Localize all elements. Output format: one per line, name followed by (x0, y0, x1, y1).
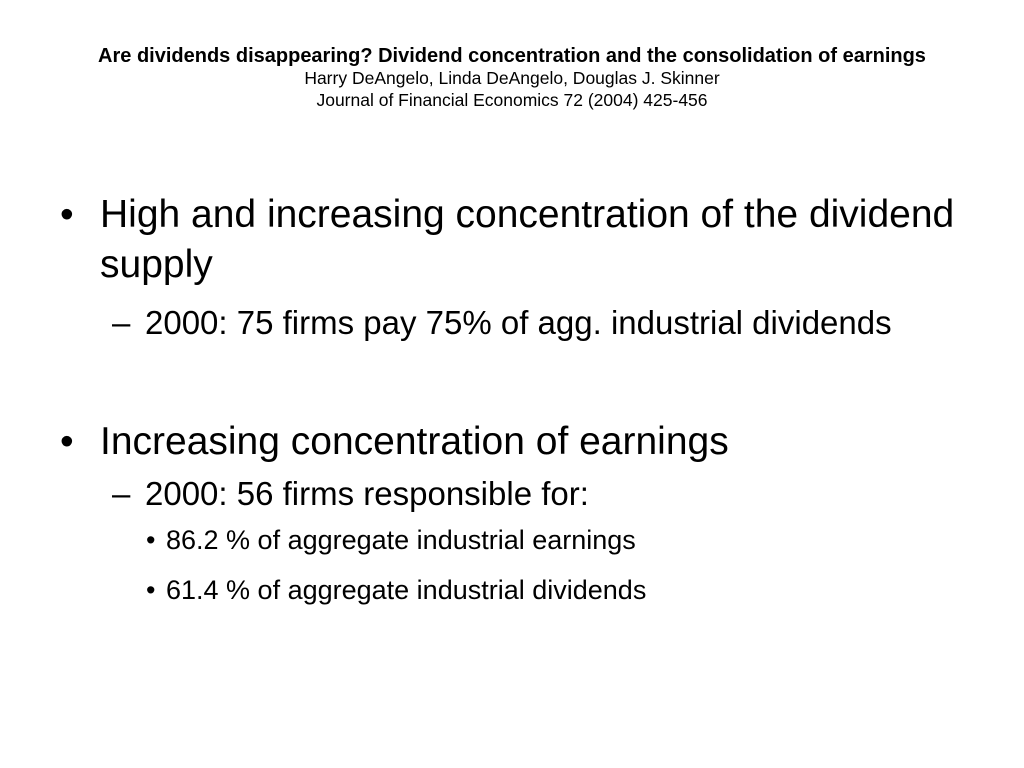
slide-body: • High and increasing concentration of t… (60, 190, 960, 608)
sub-sub-point-2-1-2: • 61.4 % of aggregate industrial dividen… (60, 572, 960, 608)
slide-title: Are dividends disappearing? Dividend con… (98, 45, 926, 67)
dash-icon: – (112, 475, 131, 512)
bullet-point-1: • High and increasing concentration of t… (60, 190, 960, 290)
slide-journal-citation: Journal of Financial Economics 72 (2004)… (316, 89, 708, 110)
sub-point-1-1: – 2000: 75 firms pay 75% of agg. industr… (60, 300, 960, 345)
sub-point-2-1: – 2000: 56 firms responsible for: (60, 471, 960, 516)
bullet-point-2: • Increasing concentration of earnings (60, 417, 960, 467)
sub-sub-point-2-1-1: • 86.2 % of aggregate industrial earning… (60, 522, 960, 558)
bullet-icon: • (146, 575, 156, 605)
sub-point-2-1-text: 2000: 56 firms responsible for: (145, 475, 589, 512)
sub-point-1-1-text: 2000: 75 firms pay 75% of agg. industria… (145, 304, 892, 341)
bullet-icon: • (60, 193, 74, 236)
bullet-group-2: • Increasing concentration of earnings –… (60, 417, 960, 608)
bullet-point-2-text: Increasing concentration of earnings (100, 420, 729, 463)
bullet-point-1-text: High and increasing concentration of the… (100, 193, 955, 286)
bullet-icon: • (146, 525, 156, 555)
slide-authors: Harry DeAngelo, Linda DeAngelo, Douglas … (304, 68, 720, 89)
dash-icon: – (112, 304, 131, 341)
sub-sub-point-text: 86.2 % of aggregate industrial earnings (166, 525, 636, 555)
sub-sub-point-text: 61.4 % of aggregate industrial dividends (166, 575, 647, 605)
bullet-icon: • (60, 420, 74, 463)
slide-title-block: Are dividends disappearing? Dividend con… (60, 44, 964, 111)
